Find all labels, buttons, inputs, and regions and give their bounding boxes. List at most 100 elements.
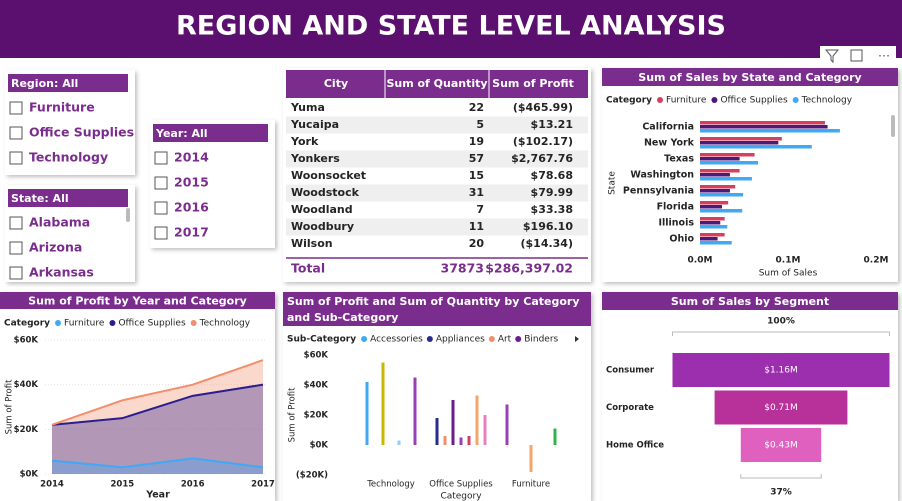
legend-swatch — [426, 336, 433, 342]
legend-label: Binders — [524, 335, 558, 345]
legend-swatch — [55, 320, 62, 326]
y-tick-label: $40K — [14, 380, 39, 390]
focus-icon[interactable] — [850, 49, 863, 62]
table-cell: $79.99 — [531, 186, 573, 199]
bar — [700, 205, 722, 209]
slicer-item[interactable]: Furniture — [29, 100, 95, 115]
table-cell: Yuma — [290, 101, 325, 114]
legend-label: Furniture — [64, 319, 105, 329]
bar — [365, 382, 369, 445]
slicer-item[interactable]: 2017 — [174, 225, 209, 240]
bar — [700, 145, 812, 149]
y-tick-label: Florida — [657, 202, 694, 213]
filter-icon[interactable] — [824, 49, 840, 64]
bar — [435, 418, 439, 445]
x-tick-label: 0.2M — [864, 256, 889, 266]
funnel-top-label: 100% — [767, 317, 795, 327]
slicer-checkbox[interactable] — [9, 151, 23, 165]
y-tick-label: Ohio — [669, 234, 694, 245]
table-row-band — [286, 184, 588, 202]
more-icon[interactable]: ⋯ — [878, 49, 890, 63]
table-column-header: Sum of Profit — [492, 77, 574, 90]
scrollbar — [891, 115, 895, 137]
bar — [700, 233, 725, 237]
slicer-item[interactable]: Arkansas — [29, 265, 94, 280]
legend-swatch — [488, 336, 495, 342]
x-tick-label: 0.1M — [776, 256, 801, 266]
legend-title: Category — [4, 319, 50, 329]
table-row-band — [286, 150, 588, 168]
slicer-item[interactable]: 2015 — [174, 175, 209, 190]
table-cell: ($465.99) — [513, 101, 573, 114]
bar — [483, 415, 487, 445]
slicer-checkbox[interactable] — [154, 201, 168, 215]
bar — [700, 161, 759, 165]
table-cell: 57 — [469, 152, 484, 165]
funnel-value-label: $1.16M — [764, 366, 798, 376]
legend-title: Sub-Category — [287, 335, 356, 345]
slicer-item[interactable]: Arizona — [29, 240, 82, 255]
table-total-cell: 37873 — [441, 261, 485, 276]
legend-title: Category — [606, 96, 652, 106]
bar — [700, 209, 743, 213]
bar — [700, 185, 736, 189]
y-tick-label: $40K — [304, 381, 329, 391]
legend-label: Accessories — [370, 335, 423, 345]
bar — [459, 437, 463, 445]
panel-title: Sum of Profit by Year and Category — [28, 295, 247, 308]
y-tick-label: $0K — [310, 441, 329, 451]
slicer-item[interactable]: 2014 — [174, 150, 209, 165]
x-tick-label: 2016 — [181, 480, 205, 490]
slicer-item[interactable]: 2016 — [174, 200, 209, 215]
table-cell: 5 — [476, 118, 484, 131]
y-tick-label: $0K — [20, 470, 39, 480]
panel-title-box: Sum of Profit and Sum of Quantity by Cat… — [287, 295, 580, 324]
panel — [283, 68, 591, 282]
y-tick-label: $60K — [14, 336, 39, 346]
legend-label: Technology — [801, 96, 853, 106]
table-cell: 7 — [476, 203, 484, 216]
legend-swatch — [657, 97, 664, 103]
bar — [381, 362, 385, 445]
slicer-checkbox[interactable] — [9, 216, 23, 230]
table-cell: York — [290, 135, 319, 148]
table-cell: $2,767.76 — [511, 152, 573, 165]
slicer-checkbox[interactable] — [9, 126, 23, 140]
table-cell: 11 — [469, 220, 484, 233]
x-axis-label: Year — [145, 490, 170, 501]
visual-toolbar[interactable]: ⋯ — [820, 46, 896, 68]
slicer-checkbox[interactable] — [154, 176, 168, 190]
slicer-checkbox[interactable] — [9, 266, 23, 280]
funnel-bar — [672, 353, 890, 387]
table-cell: $78.68 — [531, 169, 573, 182]
y-axis-label: Sum of Profit — [288, 387, 298, 442]
slicer-item[interactable]: Technology — [29, 150, 108, 165]
y-tick-label: ($20K) — [296, 471, 328, 481]
legend-label: Furniture — [666, 96, 707, 106]
table-cell: Woodbury — [291, 220, 354, 233]
x-tick-label: 2017 — [251, 480, 275, 490]
slicer-item[interactable]: Alabama — [29, 215, 90, 230]
line — [51, 359, 264, 426]
slicer-checkbox[interactable] — [154, 151, 168, 165]
table-header-bar — [286, 70, 588, 98]
legend-label: Office Supplies — [118, 319, 186, 329]
panel-title: Sum of Sales by Segment — [671, 295, 829, 308]
panel-title: Sum of Profit and Sum of Quantity by Cat… — [287, 295, 580, 324]
slicer-item[interactable]: Office Supplies — [29, 125, 134, 140]
legend-swatch — [361, 336, 368, 342]
table-cell: ($102.17) — [513, 135, 573, 148]
legend-more-arrow[interactable] — [575, 336, 579, 342]
funnel-value-label: $0.71M — [764, 403, 798, 413]
slicer-checkbox[interactable] — [154, 226, 168, 240]
table-cell: $33.38 — [531, 203, 573, 216]
table-cell: $13.21 — [531, 118, 573, 131]
legend-swatch — [792, 97, 799, 103]
header-bar — [0, 0, 902, 58]
funnel-value-label: $0.43M — [764, 441, 798, 451]
table-cell: ($14.34) — [520, 237, 573, 250]
slicer-checkbox[interactable] — [9, 101, 23, 115]
bar — [413, 377, 417, 445]
slicer-checkbox[interactable] — [9, 241, 23, 255]
